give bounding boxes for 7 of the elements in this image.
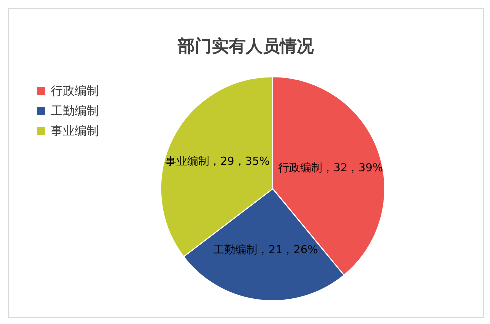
data-label: 工勤编制，21，26% [214,244,318,257]
data-label: 行政编制，32，39% [278,162,384,175]
legend-label: 行政编制 [51,82,99,100]
legend-label: 事业编制 [51,122,99,140]
legend-label: 工勤编制 [51,102,99,120]
chart-title: 部门实有人员情况 [176,36,315,58]
data-label: 事业编制，29，35% [166,155,270,168]
